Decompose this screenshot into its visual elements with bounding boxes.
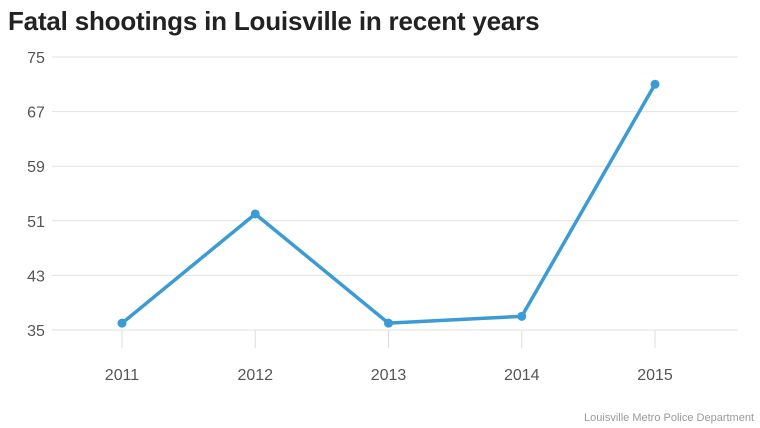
series-layer [117,79,660,328]
x-tick-label: 2011 [105,367,140,384]
y-tick-label: 35 [27,323,45,340]
y-tick-label: 59 [27,159,45,176]
source-note: Louisville Metro Police Department [584,412,754,424]
x-axis-ticks: 2011 2012 2013 2014 2015 [105,330,673,384]
data-point [517,311,527,321]
y-tick-label: 51 [27,214,45,231]
y-tick-label: 67 [27,105,45,122]
x-tick-label: 2012 [237,367,273,384]
x-tick-label: 2013 [371,367,407,384]
x-tick-label: 2014 [504,367,540,384]
gridlines [52,56,738,331]
data-point [250,209,260,219]
y-tick-label: 75 [27,50,45,67]
series-line [120,82,657,325]
data-point [117,318,127,328]
chart-title: Fatal shootings in Louisville in recent … [8,6,540,36]
y-axis-ticks: 75 67 59 51 43 35 [27,50,45,340]
data-point [650,79,660,89]
data-point [384,318,393,328]
y-tick-label: 43 [27,268,45,285]
x-tick-label: 2015 [637,367,673,384]
